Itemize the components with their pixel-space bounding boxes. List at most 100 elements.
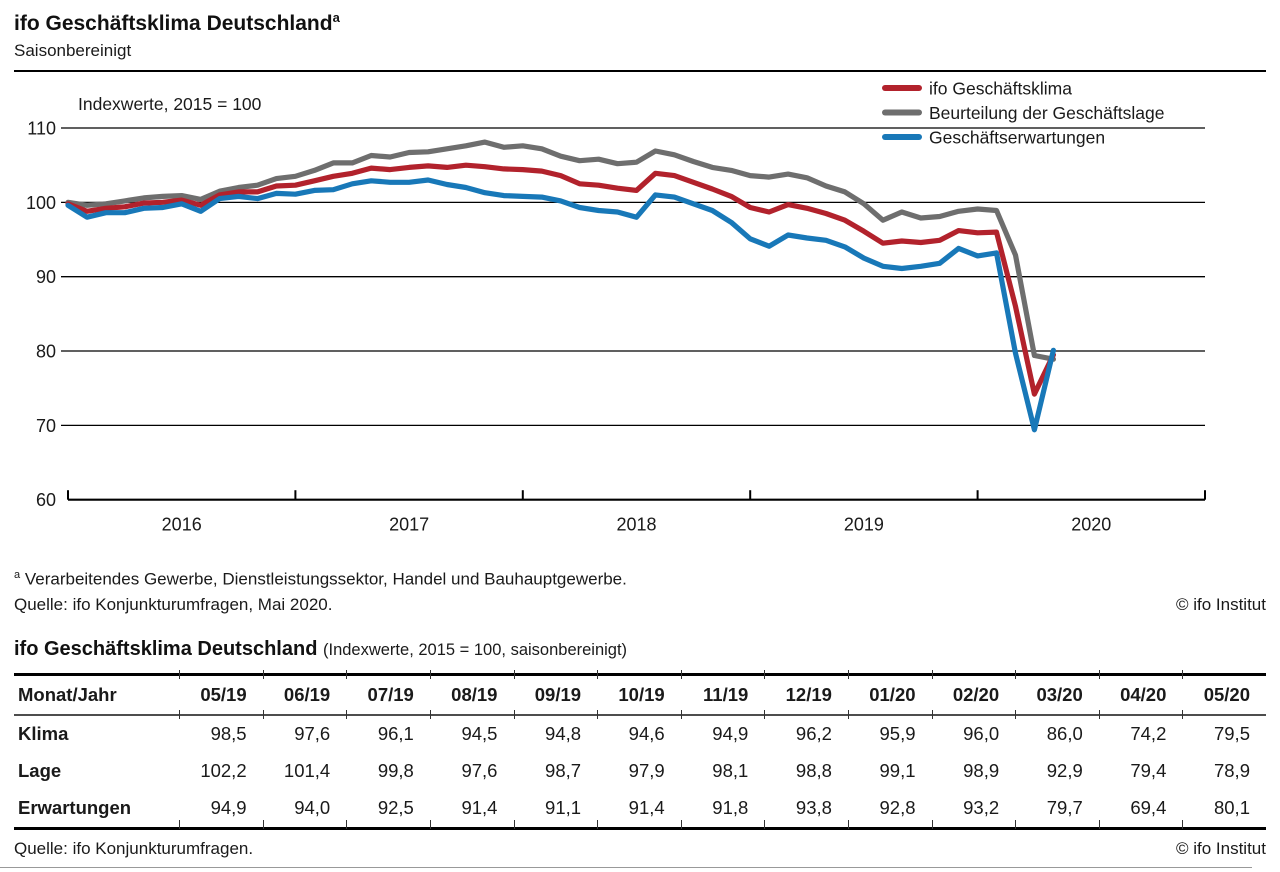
col-header: 09/19 (534, 683, 582, 705)
table-column-tick (179, 819, 180, 829)
value-cell: 98,8 (795, 760, 832, 782)
value-cell: 91,4 (461, 797, 498, 819)
legend-swatch-0 (882, 85, 922, 91)
table-source: Quelle: ifo Konjunkturumfragen. (14, 838, 254, 858)
page-title-text: ifo Geschäftsklima Deutschland (14, 12, 333, 35)
table-column-tick (513, 709, 515, 719)
table-column-tick (764, 709, 766, 719)
col-header: 07/19 (367, 683, 414, 705)
value-cell: 95,9 (879, 723, 916, 745)
axis-note: Indexwerte, 2015 = 100 (78, 94, 262, 114)
y-tick-label: 70 (36, 416, 56, 436)
y-tick-label: 100 (26, 193, 56, 213)
value-cell: 98,5 (210, 723, 247, 745)
value-cell: 91,4 (628, 797, 665, 819)
value-cell: 98,9 (963, 760, 1000, 782)
table-column-tick (346, 709, 348, 719)
table-column-tick (1098, 669, 1100, 679)
table-column-tick (931, 669, 933, 679)
table-column-tick (1182, 669, 1184, 679)
table-column-tick (597, 819, 599, 829)
value-cell: 94,8 (545, 723, 582, 745)
table-column-tick (1015, 669, 1017, 679)
table-column-tick (1098, 709, 1100, 719)
col-header: 01/20 (869, 683, 916, 705)
table-column-tick (1015, 819, 1017, 829)
series-line-gesch-ftserwartungen (65, 177, 1056, 433)
page-title: ifo Geschäftsklima Deutschlanda (14, 10, 1266, 36)
value-cell: 86,0 (1046, 723, 1083, 745)
table-column-tick (847, 709, 849, 719)
table-row-klima: Klima 98,5 97,6 96,1 94,5 94,8 94,6 94,9 96,2 95,… (14, 716, 1266, 753)
chart-source: Quelle: ifo Konjunkturumfragen, Mai 2020… (14, 594, 333, 614)
value-cell: 80,1 (1213, 797, 1250, 819)
x-tick-label-2018: 2018 (616, 515, 656, 535)
value-cell: 101,4 (283, 760, 331, 782)
table-column-tick (847, 669, 849, 679)
table-column-tick (429, 819, 431, 829)
value-cell: 94,0 (294, 797, 331, 819)
value-cell: 96,0 (963, 723, 1000, 745)
y-tick-label: 60 (36, 490, 56, 510)
col-header: 08/19 (451, 683, 498, 705)
y-tick-label: 90 (36, 267, 56, 287)
col-header: 06/19 (283, 683, 331, 705)
data-table: Monat/Jahr 05/19 06/19 07/19 08/19 09/19 10/19… (14, 669, 1266, 830)
row-label: Erwartungen (18, 797, 132, 819)
footnote-marker: a (14, 569, 21, 581)
value-cell: 78,9 (1213, 760, 1250, 782)
value-cell: 97,6 (461, 760, 498, 782)
table-column-tick (262, 819, 264, 829)
page-bottom-divider (0, 867, 1252, 868)
table-column-tick (680, 669, 682, 679)
table-column-tick (513, 669, 515, 679)
x-tick-label-2016: 2016 (162, 515, 202, 535)
legend-swatch-2 (882, 134, 922, 140)
value-cell: 102,2 (200, 760, 247, 782)
y-tick-label: 80 (36, 342, 56, 362)
legend-label-1: Beurteilung der Geschäftslage (929, 103, 1164, 123)
table-column-tick (931, 819, 933, 829)
footnote-text: Verarbeitendes Gewerbe, Dienstleistungss… (24, 569, 627, 589)
table-title-note: (Indexwerte, 2015 = 100, saisonbereinigt… (322, 640, 628, 659)
value-cell: 69,4 (1130, 797, 1167, 819)
col-header: 10/19 (618, 683, 665, 705)
table-column-tick (346, 669, 348, 679)
value-cell: 94,6 (628, 723, 665, 745)
table-column-tick (262, 709, 264, 719)
table-column-tick (680, 819, 682, 829)
value-cell: 79,5 (1213, 723, 1250, 745)
col-header: 02/20 (952, 683, 1000, 705)
table-row-erwartungen: Erwartungen 94,9 94,0 92,5 91,4 91,1 91,4 91,8 9… (14, 790, 1266, 827)
col-header: 04/20 (1120, 683, 1167, 705)
header-divider (14, 70, 1266, 72)
value-cell: 74,2 (1130, 723, 1167, 745)
x-tick-label-2019: 2019 (844, 515, 884, 535)
table-column-tick (429, 669, 431, 679)
table-copyright: © ifo Institut (1175, 838, 1266, 858)
table-column-tick (764, 819, 766, 829)
chart-footnote: a Verarbeitendes Gewerbe, Dienstleistung… (14, 563, 1266, 592)
table-column-tick (597, 669, 599, 679)
chart-copyright: © ifo Institut (1175, 594, 1266, 614)
value-cell: 97,9 (628, 760, 665, 782)
value-cell: 99,8 (377, 760, 414, 782)
table-row-lage: Lage 102,2 101,4 99,8 97,6 98,7 97,9 98,1 98,8 99… (14, 753, 1266, 790)
table-column-tick (597, 709, 599, 719)
value-cell: 96,2 (795, 723, 832, 745)
value-cell: 92,8 (879, 797, 916, 819)
table-column-tick (513, 819, 515, 829)
table-title: ifo Geschäftsklima Deutschland (Indexwer… (14, 638, 1266, 661)
x-tick-label-2020: 2020 (1071, 515, 1111, 535)
value-cell: 79,7 (1046, 797, 1083, 819)
value-cell: 92,5 (377, 797, 414, 819)
row-label: Lage (18, 760, 62, 782)
table-column-tick (179, 709, 180, 719)
legend-label-2: Geschäftserwartungen (929, 128, 1105, 148)
table-column-tick (346, 819, 348, 829)
corner-header: Monat/Jahr (18, 683, 117, 705)
table-column-tick (1098, 819, 1100, 829)
title-footnote-marker: a (332, 10, 340, 25)
table-column-tick (680, 709, 682, 719)
